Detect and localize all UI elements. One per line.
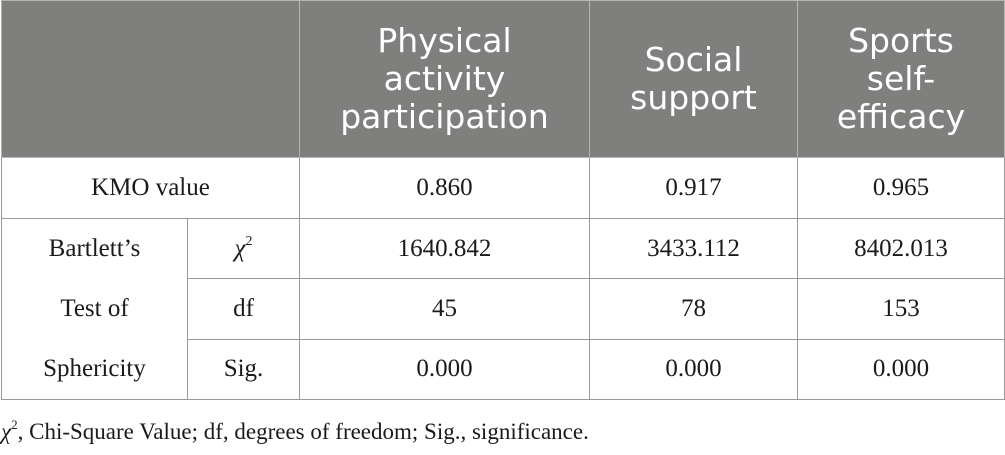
chi-square-label: χ2 [187, 217, 300, 280]
header-line: support [630, 78, 757, 117]
footnote-text: , Chi-Square Value; df, degrees of freed… [17, 419, 589, 444]
header-line: participation [340, 97, 549, 136]
header-physical-activity: Physical activity participation [299, 0, 590, 158]
header-line: Sports [848, 21, 954, 60]
kmo-row: KMO value 0.860 0.917 0.965 [1, 157, 1005, 219]
footnote-chi-symbol: χ [1, 419, 12, 444]
header-line: activity [383, 59, 506, 98]
bartlett-label-line: Bartlett’s [48, 235, 141, 262]
chi-square-value-cell: 1640.842 [299, 217, 590, 280]
bartlett-label-line: Test of [60, 295, 129, 322]
sig-value-cell: 0.000 [299, 338, 590, 401]
bartlett-label-line: Sphericity [43, 355, 146, 382]
sig-label: Sig. [187, 338, 300, 401]
chi-superscript: 2 [245, 234, 253, 250]
df-row: df 45 78 153 [2, 278, 1005, 340]
bartlett-label: Bartlett’s Test of Sphericity [1, 218, 188, 400]
kmo-value-cell: 0.860 [299, 157, 590, 219]
header-empty-cell [1, 0, 300, 158]
chi-square-value-cell: 8402.013 [797, 217, 1005, 280]
table-footnote: χ2, Chi-Square Value; df, degrees of fre… [1, 417, 589, 445]
footnote-superscript: 2 [11, 417, 18, 432]
header-line: efficacy [836, 97, 966, 136]
kmo-bartlett-table: Physical activity participation Social s… [1, 0, 1005, 401]
chi-square-value-cell: 3433.112 [589, 217, 798, 280]
df-value-cell: 45 [299, 278, 590, 340]
df-value-cell: 78 [589, 278, 798, 340]
kmo-label: KMO value [1, 157, 300, 219]
chi-square-row: Bartlett’s Test of Sphericity χ2 1640.84… [1, 217, 1005, 400]
sig-value-cell: 0.000 [797, 338, 1005, 401]
kmo-value-cell: 0.965 [797, 157, 1005, 219]
header-line: Social [644, 40, 743, 79]
sig-row: Sig. 0.000 0.000 0.000 [2, 338, 1005, 401]
sig-value-cell: 0.000 [589, 338, 798, 401]
header-sports-self-efficacy: Sports self- efficacy [797, 0, 1005, 158]
header-row: Physical activity participation Social s… [1, 0, 1005, 158]
header-line: self- [866, 59, 936, 98]
header-social-support: Social support [589, 0, 798, 158]
kmo-value-cell: 0.917 [589, 157, 798, 219]
header-line: Physical [377, 21, 512, 60]
df-value-cell: 153 [797, 278, 1005, 340]
chi-symbol: χ [234, 235, 246, 263]
df-label: df [187, 278, 300, 340]
